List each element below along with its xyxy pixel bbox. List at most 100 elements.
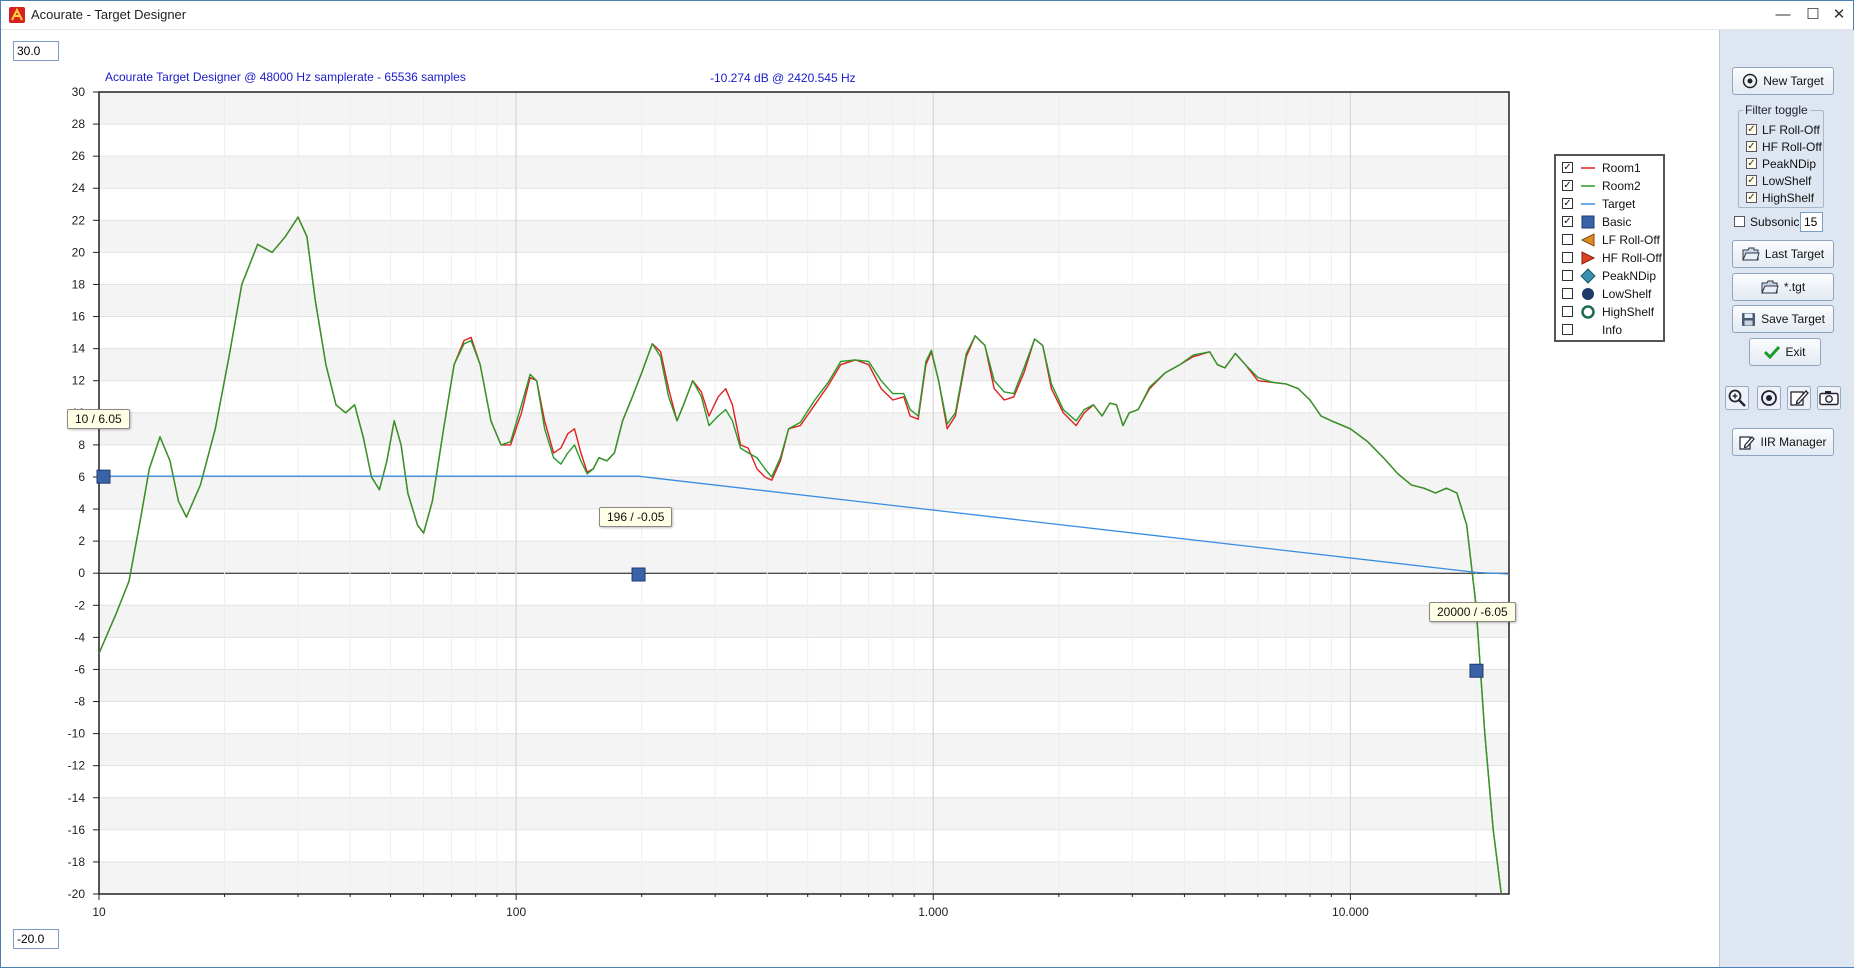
- grid-band: [99, 348, 1509, 381]
- filter-checkbox[interactable]: ✓: [1746, 158, 1757, 169]
- legend-marker-triangle-left-icon: [1580, 233, 1595, 247]
- exit-label: Exit: [1785, 345, 1806, 359]
- grid-band: [99, 797, 1509, 830]
- legend-checkbox[interactable]: ✓: [1562, 180, 1573, 191]
- grid-band: [99, 733, 1509, 766]
- open-tgt-button[interactable]: *.tgt: [1732, 273, 1834, 301]
- y-max-input[interactable]: [13, 41, 59, 61]
- filter-checkbox[interactable]: ✓: [1746, 192, 1757, 203]
- floppy-disk-icon: [1742, 312, 1756, 326]
- legend-label: LF Roll-Off: [1602, 233, 1660, 247]
- legend-marker-circle-icon: [1582, 288, 1594, 300]
- legend-label: Room1: [1602, 161, 1641, 175]
- filter-label: HF Roll-Off: [1762, 140, 1822, 154]
- subsonic-checkbox[interactable]: [1734, 216, 1745, 227]
- x-tick-label: 10: [92, 905, 106, 919]
- last-target-button[interactable]: Last Target: [1732, 240, 1834, 268]
- filter-label: LF Roll-Off: [1762, 123, 1820, 137]
- y-tick-label: 20: [72, 245, 86, 259]
- plot-frame: [98, 91, 1510, 895]
- control-point-tooltip: 20000 / -6.05: [1429, 602, 1516, 622]
- control-point-tooltip: 196 / -0.05: [599, 507, 673, 527]
- iir-manager-button[interactable]: IIR Manager: [1732, 428, 1834, 456]
- filter-checkbox[interactable]: ✓: [1746, 175, 1757, 186]
- side-panel: [1719, 30, 1854, 967]
- target-icon: [1743, 73, 1758, 89]
- filter-checkbox[interactable]: ✓: [1746, 124, 1757, 135]
- legend-label: PeakNDip: [1602, 269, 1657, 283]
- y-tick-label: 24: [72, 181, 86, 195]
- subsonic-value-input[interactable]: [1800, 212, 1823, 232]
- y-tick-label: -20: [68, 887, 86, 901]
- legend-checkbox[interactable]: ✓: [1562, 162, 1573, 173]
- legend-checkbox[interactable]: [1562, 324, 1573, 335]
- y-tick-label: -10: [68, 727, 86, 741]
- edit-icon[interactable]: [1787, 386, 1811, 410]
- subsonic-label: Subsonic: [1750, 215, 1800, 229]
- filter-label: HighShelf: [1762, 191, 1815, 205]
- new-target-button[interactable]: New Target: [1732, 67, 1834, 95]
- legend-checkbox[interactable]: [1562, 252, 1573, 263]
- y-tick-label: 12: [72, 374, 86, 388]
- y-tick-label: 8: [78, 438, 85, 452]
- legend-checkbox[interactable]: [1562, 270, 1573, 281]
- x-tick-label: 1.000: [918, 905, 948, 919]
- grid-band: [99, 220, 1509, 253]
- y-tick-label: -8: [74, 695, 85, 709]
- filter-toggle-title: Filter toggle: [1743, 103, 1810, 117]
- y-tick-label: 18: [72, 277, 86, 291]
- legend-checkbox[interactable]: [1562, 288, 1573, 299]
- edit-icon: [1739, 436, 1756, 450]
- series-line-room2: [99, 216, 1502, 894]
- last-target-label: Last Target: [1764, 247, 1825, 261]
- zoom-icon[interactable]: [1725, 386, 1749, 410]
- folder-open-icon: [1761, 280, 1779, 294]
- response-chart[interactable]: 302826242220181614121086420-2-4-6-8-10-1…: [3, 30, 1717, 967]
- legend-label: Room2: [1602, 179, 1641, 193]
- close-button[interactable]: ✕: [1832, 6, 1846, 23]
- grid-band: [99, 92, 1509, 125]
- series-line-target: [99, 475, 1509, 575]
- grid-band: [99, 669, 1509, 702]
- legend-label: LowShelf: [1602, 287, 1652, 301]
- legend: ✓ Room1 ✓ Room2 ✓ Target ✓ Basic LF Roll-Off HF R…: [1554, 154, 1665, 342]
- title-bar: Acourate - Target Designer — ☐ ✕: [1, 1, 1853, 30]
- legend-checkbox[interactable]: ✓: [1562, 198, 1573, 209]
- legend-marker-line-icon: [1581, 203, 1595, 205]
- legend-marker-line-icon: [1581, 167, 1595, 169]
- legend-marker-diamond-icon: [1580, 268, 1596, 284]
- save-target-label: Save Target: [1761, 312, 1825, 326]
- chart-header-info: Acourate Target Designer @ 48000 Hz samp…: [105, 70, 466, 84]
- legend-label: HF Roll-Off: [1602, 251, 1662, 265]
- legend-marker-square-icon: [1581, 215, 1595, 229]
- control-point-tooltip: 10 / 6.05: [67, 409, 130, 429]
- y-min-input[interactable]: [13, 929, 59, 949]
- save-target-button[interactable]: Save Target: [1732, 305, 1834, 333]
- filter-label: LowShelf: [1762, 174, 1812, 188]
- filter-label: PeakNDip: [1762, 157, 1817, 171]
- filter-checkbox[interactable]: ✓: [1746, 141, 1757, 152]
- legend-checkbox[interactable]: ✓: [1562, 216, 1573, 227]
- maximize-button[interactable]: ☐: [1806, 6, 1820, 23]
- control-point: [631, 567, 646, 582]
- legend-checkbox[interactable]: [1562, 306, 1573, 317]
- y-tick-label: -16: [68, 823, 86, 837]
- y-tick-label: 4: [78, 502, 85, 516]
- grid-band: [99, 605, 1509, 638]
- y-tick-label: 28: [72, 117, 86, 131]
- iir-manager-label: IIR Manager: [1760, 435, 1827, 449]
- exit-button[interactable]: Exit: [1749, 338, 1821, 366]
- x-tick-label: 100: [506, 905, 526, 919]
- y-tick-label: -12: [68, 759, 86, 773]
- legend-label: HighShelf: [1602, 305, 1655, 319]
- legend-marker-triangle-right-icon: [1581, 251, 1596, 265]
- y-tick-label: -14: [68, 791, 86, 805]
- y-tick-label: 22: [72, 213, 86, 227]
- y-tick-label: -2: [74, 598, 85, 612]
- cursor-readout: -10.274 dB @ 2420.545 Hz: [710, 71, 856, 85]
- minimize-button[interactable]: —: [1775, 6, 1791, 23]
- legend-checkbox[interactable]: [1562, 234, 1573, 245]
- camera-icon[interactable]: [1817, 386, 1841, 410]
- target-reset-icon[interactable]: [1757, 386, 1781, 410]
